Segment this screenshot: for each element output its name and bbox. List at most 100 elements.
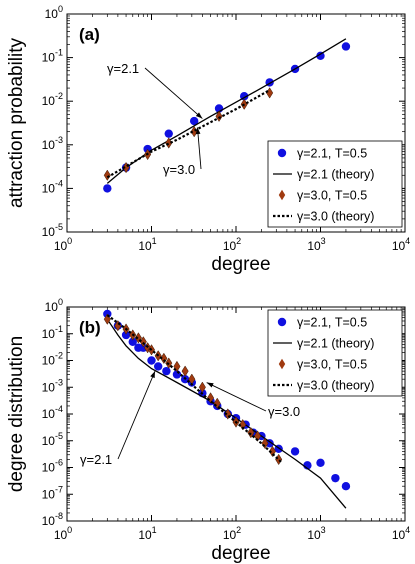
legend-label: γ=3.0 (theory) <box>297 379 374 393</box>
annotation-arrowhead <box>195 127 201 135</box>
data-point <box>239 418 247 431</box>
annotation-label: γ=2.1 <box>80 452 112 467</box>
x-tick-label: 101 <box>138 236 156 253</box>
series-line <box>106 314 283 464</box>
data-point <box>275 453 283 466</box>
annotation-arrowhead <box>206 382 214 388</box>
panel-label: (b) <box>79 318 101 337</box>
y-axis-title: attraction probability <box>6 37 27 208</box>
panel-a: 100 101 102 103 104 10-5 10-4 10-3 10-2 10-1 100 γ=… <box>6 4 410 275</box>
plot-frame <box>66 13 406 233</box>
data-point <box>139 343 148 352</box>
y-tick-label: 10-1 <box>42 324 63 341</box>
legend-label: γ=3.0, T=0.5 <box>297 358 367 372</box>
legend-label: γ=2.1, T=0.5 <box>297 316 367 330</box>
data-point <box>254 430 262 442</box>
series-4 <box>106 89 271 179</box>
y-tick-label: 10-2 <box>42 351 63 368</box>
legend-label: γ=2.1 (theory) <box>297 337 374 351</box>
data-point <box>128 337 137 347</box>
annotation-arrow <box>117 370 156 460</box>
legend-label: γ=3.0, T=0.5 <box>297 189 367 203</box>
legend-box <box>267 309 403 397</box>
data-point <box>215 110 223 122</box>
data-point <box>103 184 112 193</box>
y-tick-label: 10-4 <box>42 404 63 421</box>
legend-label: γ=2.1, T=0.5 <box>297 147 367 161</box>
y-axis-title: degree distribution <box>6 336 27 492</box>
annotation: γ=3.0 <box>163 127 202 177</box>
data-point <box>173 360 181 373</box>
x-tick-label: 104 <box>392 525 410 542</box>
y-tick-label: 100 <box>45 297 63 314</box>
x-tick-label: 100 <box>54 525 72 542</box>
data-point <box>164 129 173 138</box>
annotation-arrow <box>197 127 202 170</box>
y-tick-label: 10-5 <box>42 431 63 448</box>
x-tick-label: 103 <box>307 236 325 253</box>
y-tick-label: 10-6 <box>42 458 63 475</box>
annotation-arrow <box>206 382 267 412</box>
panel-b: 100 101 102 103 104 10-8 10-7 10-6 10-5 10-4 10-3 1… <box>6 297 410 564</box>
y-tick-label: 10-1 <box>42 48 63 65</box>
legend-marker-swatch <box>278 189 286 201</box>
x-tick-label: 101 <box>138 525 156 542</box>
annotation-arrow <box>144 67 203 119</box>
series-2 <box>106 318 347 509</box>
annotation-label: γ=3.0 <box>268 404 300 419</box>
major-ticks: 100 101 102 103 104 10-8 10-7 10-6 10-5 10-4 10-3 1… <box>42 297 411 542</box>
data-point <box>316 458 325 467</box>
series-3 <box>103 313 283 466</box>
legend-label: γ=3.0 (theory) <box>297 210 374 224</box>
data-point <box>121 330 131 340</box>
legend: γ=2.1, T=0.5 γ=2.1 (theory) γ=3.0, T=0.5 γ=… <box>267 309 403 397</box>
plot-frame <box>66 306 406 522</box>
y-tick-label: 10-2 <box>42 91 63 108</box>
data-point <box>266 87 274 99</box>
annotation-arrowhead <box>150 371 155 379</box>
annotation: γ=3.0 <box>206 382 300 419</box>
data-point <box>165 137 173 149</box>
x-tick-label: 104 <box>392 236 410 253</box>
x-tick-label: 100 <box>54 236 72 253</box>
data-point <box>316 51 325 60</box>
series-4 <box>106 314 283 464</box>
x-axis-title: degree <box>211 543 270 564</box>
x-axis-title: degree <box>211 254 270 275</box>
legend-box <box>267 140 403 228</box>
legend-marker-swatch <box>277 148 287 158</box>
y-tick-label: 10-7 <box>42 484 63 501</box>
series-1 <box>103 42 351 193</box>
legend-marker-swatch <box>277 317 287 327</box>
x-tick-label: 103 <box>307 525 325 542</box>
panel-label: (a) <box>79 25 100 44</box>
legend-marker-swatch <box>278 358 286 370</box>
y-tick-label: 10-3 <box>42 377 63 394</box>
legend-label: γ=2.1 (theory) <box>297 168 374 182</box>
y-tick-label: 10-4 <box>42 178 63 195</box>
x-tick-label: 102 <box>223 236 241 253</box>
annotation-label: γ=2.1 <box>107 61 139 76</box>
y-tick-label: 10-8 <box>42 511 63 528</box>
data-point <box>147 356 156 365</box>
series-line <box>106 318 347 509</box>
annotation: γ=2.1 <box>80 370 156 467</box>
data-point <box>247 427 255 439</box>
data-point <box>153 362 163 371</box>
annotation: γ=2.1 <box>107 61 203 119</box>
data-point <box>189 116 199 126</box>
annotation-label: γ=3.0 <box>163 162 195 177</box>
y-tick-label: 100 <box>45 4 63 21</box>
x-tick-label: 102 <box>223 525 241 542</box>
major-ticks: 100 101 102 103 104 10-5 10-4 10-3 10-2 10-1 100 <box>42 4 411 253</box>
y-tick-label: 10-3 <box>42 135 63 152</box>
data-point <box>181 365 189 377</box>
data-point <box>341 481 351 491</box>
data-point <box>265 439 274 448</box>
data-point <box>103 169 111 181</box>
data-point <box>341 42 351 51</box>
data-point <box>290 447 300 456</box>
series-line <box>106 89 271 179</box>
y-tick-label: 10-5 <box>42 222 63 239</box>
